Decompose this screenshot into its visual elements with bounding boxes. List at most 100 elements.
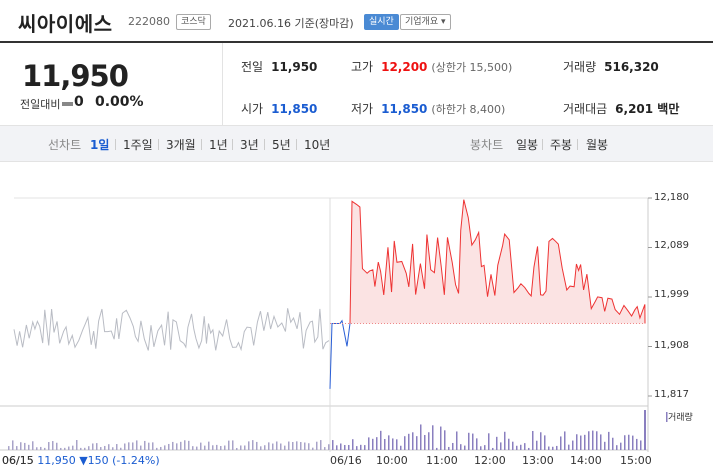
period-5y[interactable]: 5년 (272, 138, 291, 152)
volume-bar (536, 440, 538, 450)
volume-bar (564, 431, 566, 450)
volume-bar (24, 442, 26, 450)
x-tick-label: 14:00 (570, 454, 602, 467)
stat-low-label: 저가 (351, 102, 374, 116)
period-10y[interactable]: 10년 (304, 138, 331, 152)
current-price: 11,950 (22, 59, 129, 93)
volume-bar (476, 438, 478, 450)
volume-bar (500, 442, 502, 450)
company-overview-dropdown[interactable]: 기업개요 ▾ (400, 14, 451, 30)
volume-bar (68, 446, 70, 450)
period-1w[interactable]: 1주일 (123, 138, 153, 152)
volume-bar (44, 447, 46, 450)
no-change-icon (62, 102, 73, 106)
volume-bar (268, 442, 270, 450)
volume-bar (112, 447, 114, 450)
stat-amount-value: 6,201 백만 (615, 102, 680, 116)
volume-bar (208, 441, 210, 450)
volume-bar (236, 447, 238, 450)
period-1y[interactable]: 1년 (209, 138, 228, 152)
volume-bar (224, 445, 226, 450)
stat-open-value: 11,850 (271, 102, 318, 116)
change-value: 0 (74, 94, 84, 110)
volume-bar (424, 435, 426, 450)
period-3y[interactable]: 3년 (240, 138, 259, 152)
stat-high: 고가 12,200 (상한가 15,500) (351, 58, 512, 75)
candle-weekly[interactable]: 주봉 (550, 138, 573, 152)
volume-bar (472, 433, 474, 450)
volume-bar (28, 444, 30, 450)
divider (115, 139, 116, 150)
volume-bar (548, 446, 550, 450)
volume-bar (344, 445, 346, 450)
volume-bar (636, 438, 638, 450)
price-chart[interactable]: 12,180 12,089 11,999 11,908 11,817 거래량 0… (0, 162, 713, 473)
volume-bar (84, 447, 86, 450)
volume-legend-label: 거래량 (668, 413, 693, 423)
volume-bar (556, 445, 558, 450)
volume-bar (220, 446, 222, 450)
volume-bar (8, 446, 10, 450)
volume-legend-icon (666, 412, 668, 422)
volume-bar (164, 445, 166, 450)
chart-toolbar: 선차트 1일 1주일 3개월 1년 3년 5년 10년 봉차트 일봉 주봉 월봉 (0, 125, 713, 162)
volume-bar (204, 445, 206, 450)
y-tick-label: 12,180 (654, 192, 689, 203)
volume-bar (256, 441, 258, 450)
volume-bar (160, 446, 162, 450)
stat-prev-value: 11,950 (271, 60, 318, 74)
line-chart-label: 선차트 (48, 138, 82, 152)
y-tick-label: 12,089 (654, 240, 689, 251)
volume-bar (544, 435, 546, 450)
stat-amount-label: 거래대금 (563, 102, 608, 116)
volume-bar (148, 442, 150, 450)
volume-bar (172, 441, 174, 450)
volume-bar (40, 446, 42, 450)
volume-bar (452, 442, 454, 450)
volume-bar (324, 447, 326, 450)
price-box: 11,950 전일대비 0 0.00% (0, 43, 223, 125)
volume-bar (612, 437, 614, 450)
volume-bar (244, 445, 246, 450)
volume-bar (180, 441, 182, 450)
volume-bar (88, 446, 90, 450)
volume-bar (596, 431, 598, 450)
volume-bar (336, 445, 338, 450)
volume-bar (276, 441, 278, 450)
volume-bar (560, 436, 562, 450)
volume-bar (328, 444, 330, 450)
volume-bar (272, 443, 274, 450)
volume-bar (376, 437, 378, 450)
summary-date: 06/15 (2, 454, 38, 467)
volume-bar (92, 443, 94, 450)
volume-bar (512, 441, 514, 450)
volume-bar (212, 445, 214, 450)
volume-bar (152, 442, 154, 450)
volume-bar (200, 442, 202, 450)
candle-monthly[interactable]: 월봉 (586, 138, 609, 152)
market-tag: 코스닥 (176, 14, 211, 30)
header-divider (0, 41, 713, 43)
volume-bar (516, 445, 518, 450)
candle-daily[interactable]: 일봉 (516, 138, 539, 152)
x-tick-label: 06/16 (330, 454, 362, 467)
x-tick-label: 11:00 (426, 454, 458, 467)
lower-limit: (하한가 8,400) (431, 103, 506, 116)
x-tick-label: 06/15 (2, 454, 34, 467)
stats-panel: 전일 11,950 고가 12,200 (상한가 15,500) 거래량 516,320… (223, 43, 713, 125)
divider (542, 139, 543, 150)
volume-bar (456, 431, 458, 450)
period-1d[interactable]: 1일 (90, 138, 110, 152)
divider (577, 139, 578, 150)
volume-bar (624, 435, 626, 450)
stat-high-value: 12,200 (381, 60, 428, 74)
volume-bar (552, 446, 554, 450)
volume-bar (608, 431, 610, 450)
volume-bar (572, 440, 574, 450)
volume-bar (240, 445, 242, 450)
realtime-button[interactable]: 실시간 (364, 14, 399, 30)
volume-bar (352, 439, 354, 450)
volume-bar (332, 440, 334, 450)
volume-bar (280, 443, 282, 450)
period-3m[interactable]: 3개월 (166, 138, 196, 152)
